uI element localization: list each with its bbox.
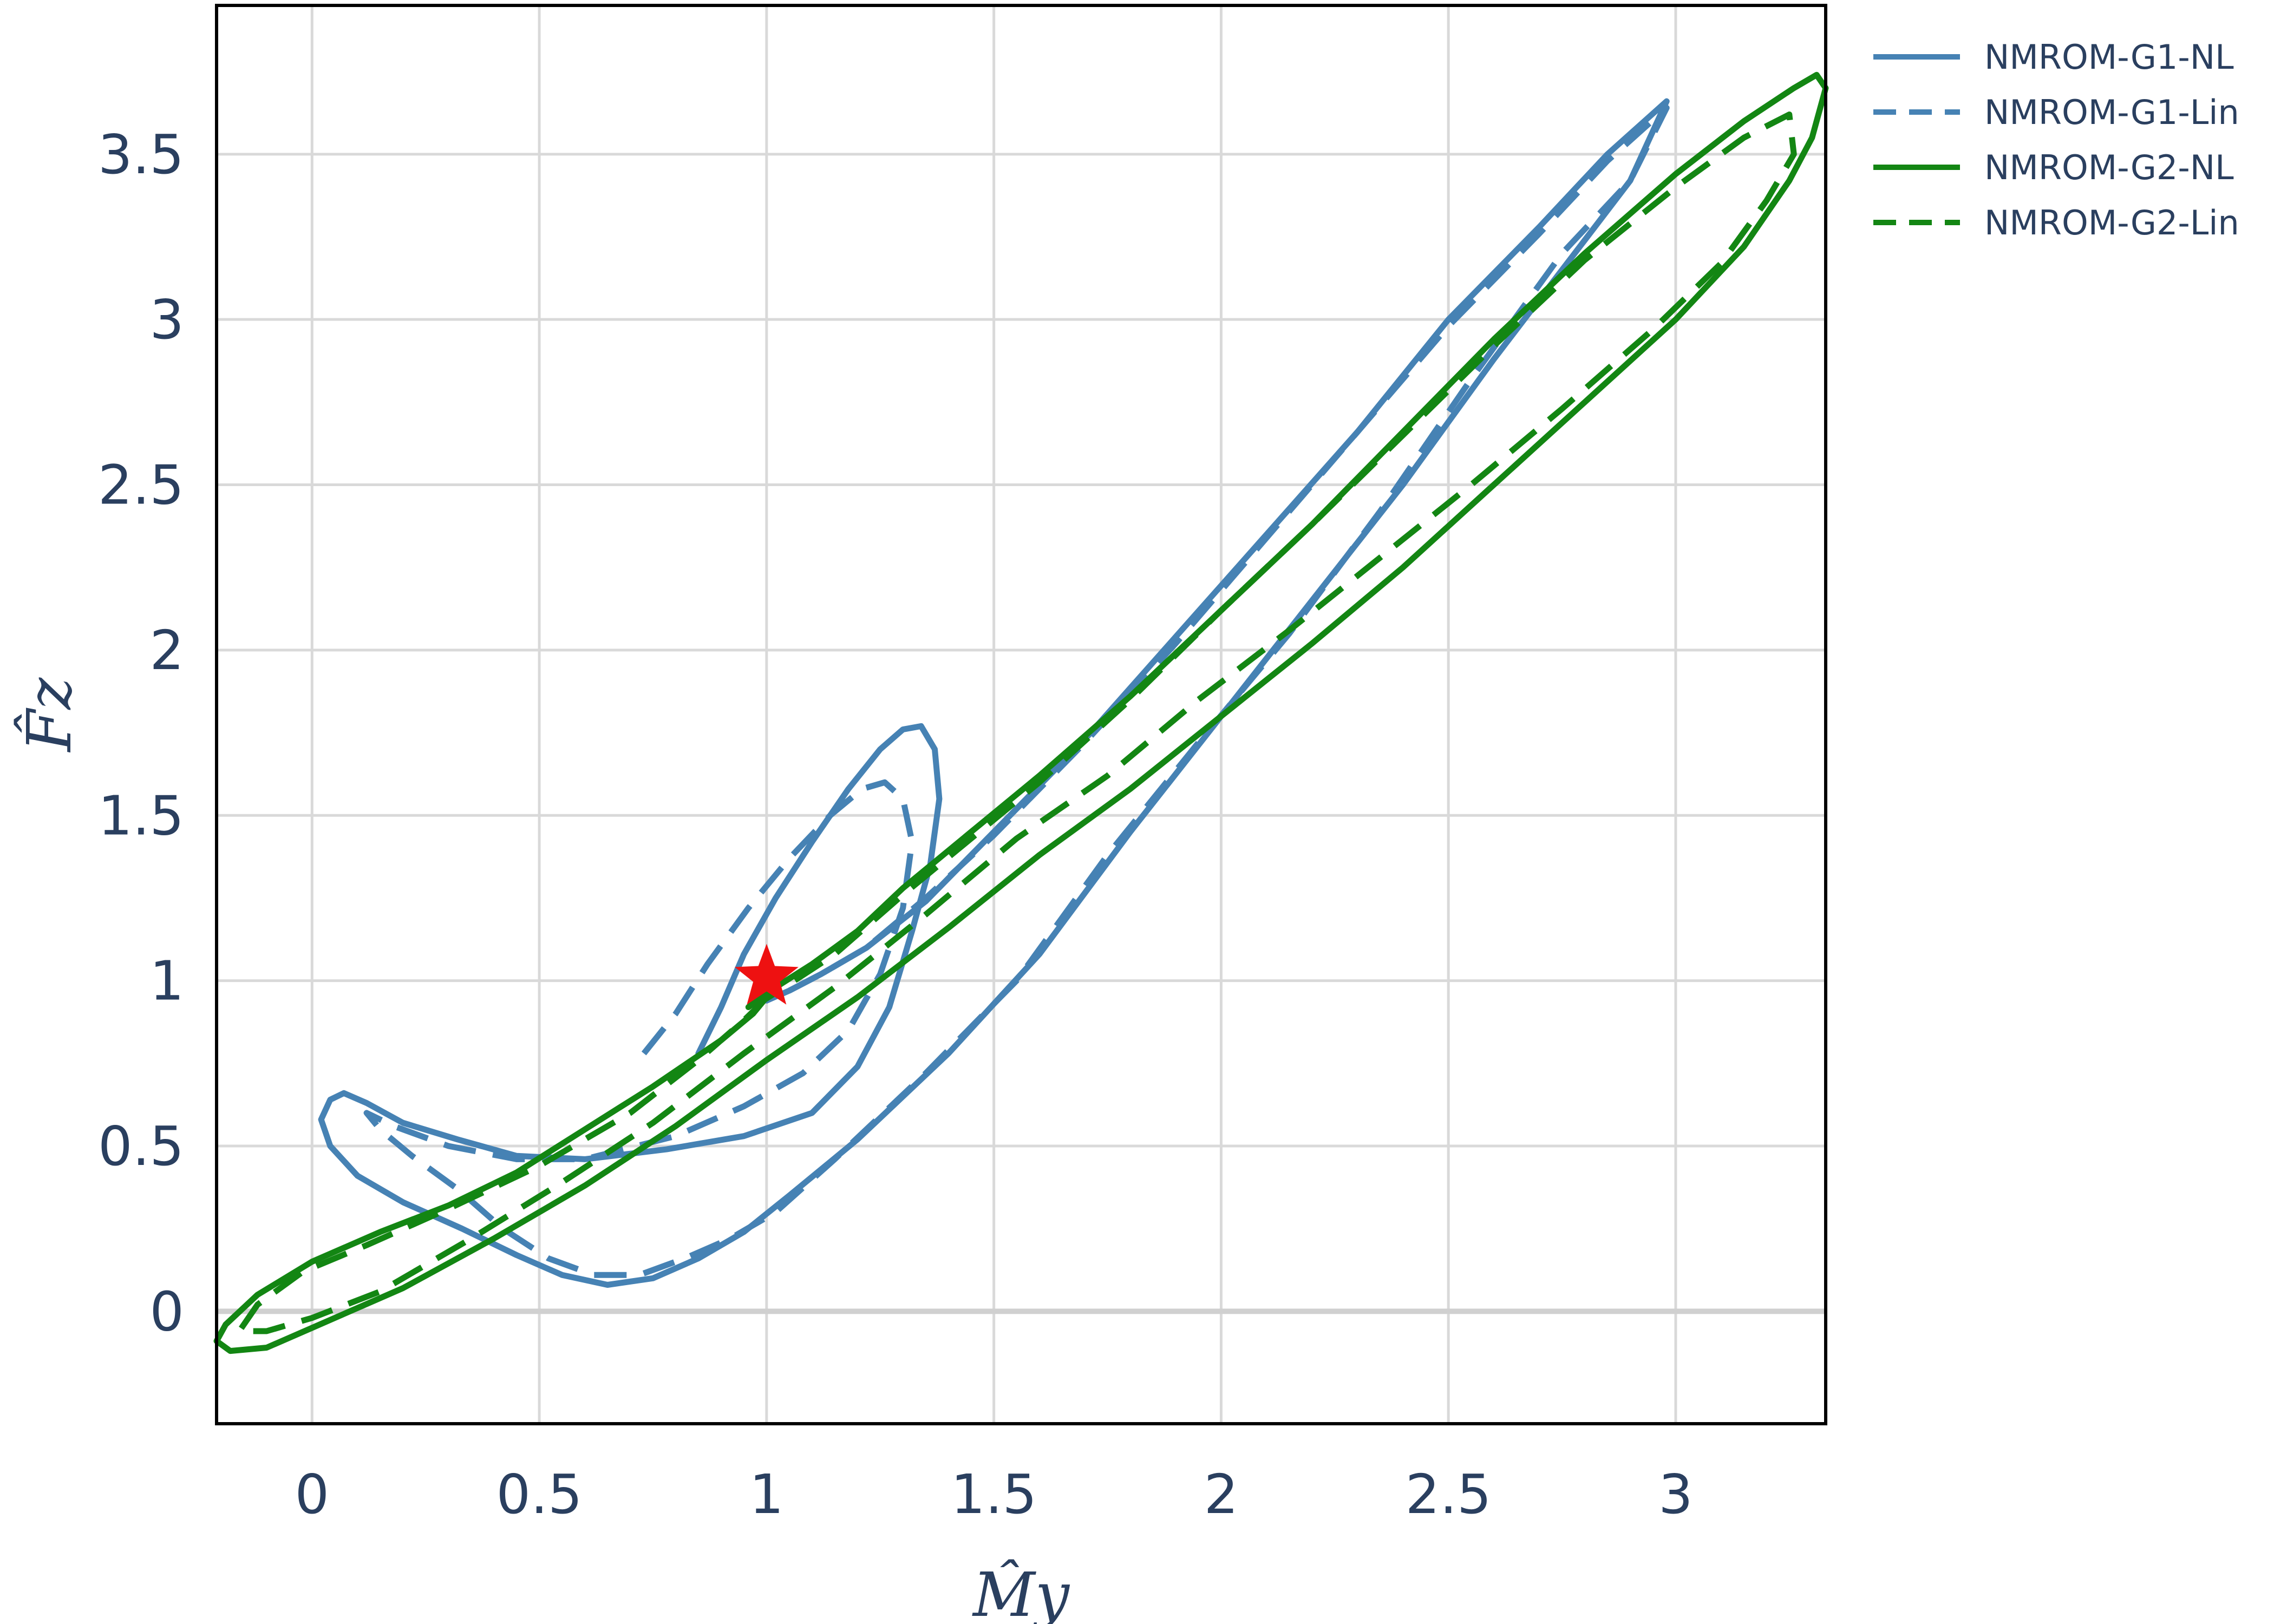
x-axis-title: M̂y: [972, 1560, 1070, 1624]
x-tick-label: 2.5: [1406, 1463, 1492, 1526]
y-tick-label: 2: [149, 619, 184, 682]
legend-label: NMROM-G1-Lin: [1984, 93, 2239, 132]
plot-frame: [215, 4, 1827, 1425]
y-axis-title: F̂z: [14, 677, 85, 753]
legend-label: NMROM-G2-NL: [1984, 148, 2234, 187]
x-tick-label: 0: [295, 1463, 329, 1526]
tick-layer: 0 0.5 1 1.5 2 2.5 3 0 0.5 1 1.5 2 2.5 3 3.5: [98, 123, 1693, 1526]
x-tick-label: 1.5: [951, 1463, 1037, 1526]
x-tick-label: 2: [1204, 1463, 1239, 1526]
x-tick-label: 0.5: [496, 1463, 583, 1526]
y-tick-label: 0.5: [98, 1115, 184, 1178]
y-tick-label: 1: [149, 949, 184, 1013]
y-tick-label: 0: [149, 1280, 184, 1343]
series-line-nmrom-g1-lin: [363, 104, 1670, 1278]
marker-layer: [734, 944, 799, 1005]
series-line-nmrom-g1-nl: [318, 98, 1670, 1288]
y-tick-label: 3.5: [98, 123, 184, 186]
y-tick-label: 3: [149, 288, 184, 351]
series-line-nmrom-g2-nl: [213, 71, 1829, 1354]
star-marker: [734, 944, 799, 1005]
y-tick-label: 1.5: [98, 784, 184, 847]
y-tick-label: 2.5: [98, 454, 184, 517]
legend-label: NMROM-G1-NL: [1984, 37, 2234, 77]
legend: NMROM-G1-NL NMROM-G1-Lin NMROM-G2-NL NMROM-…: [1873, 37, 2239, 243]
series-layer: [213, 71, 1829, 1354]
legend-label: NMROM-G2-Lin: [1984, 203, 2239, 243]
x-tick-label: 1: [749, 1463, 784, 1526]
x-tick-label: 3: [1658, 1463, 1693, 1526]
